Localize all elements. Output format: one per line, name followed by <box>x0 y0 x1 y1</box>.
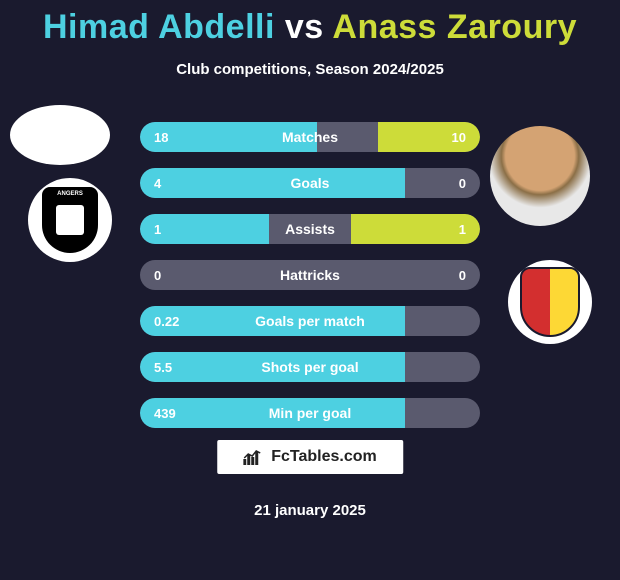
comparison-title: Himad Abdelli vs Anass Zaroury <box>0 0 620 47</box>
stat-row: 4Goals0 <box>140 168 480 198</box>
angers-shield-text: ANGERS <box>42 191 98 197</box>
player1-avatar <box>10 105 110 165</box>
stat-label: Goals <box>220 175 400 191</box>
player2-name: Anass Zaroury <box>332 8 577 46</box>
stat-value-right: 1 <box>400 222 480 237</box>
stat-value-right: 10 <box>400 130 480 145</box>
player1-club-badge: ANGERS <box>28 178 112 262</box>
stat-label: Goals per match <box>220 313 400 329</box>
stat-value-left: 439 <box>140 406 220 421</box>
stat-label: Min per goal <box>220 405 400 421</box>
stat-row: 0.22Goals per match <box>140 306 480 336</box>
stat-row: 0Hattricks0 <box>140 260 480 290</box>
stat-bars-container: 18Matches104Goals01Assists10Hattricks00.… <box>140 122 480 444</box>
player2-avatar <box>490 126 590 226</box>
stat-label: Shots per goal <box>220 359 400 375</box>
angers-shield-icon: ANGERS <box>42 187 98 253</box>
stat-value-right: 0 <box>400 176 480 191</box>
stat-value-left: 1 <box>140 222 220 237</box>
site-name: FcTables.com <box>271 448 377 466</box>
stat-label: Matches <box>220 129 400 145</box>
site-badge: FcTables.com <box>217 440 403 474</box>
stat-row: 1Assists1 <box>140 214 480 244</box>
stat-label: Hattricks <box>220 267 400 283</box>
stat-value-left: 0 <box>140 268 220 283</box>
subtitle: Club competitions, Season 2024/2025 <box>0 61 620 78</box>
player1-name: Himad Abdelli <box>43 8 275 46</box>
stat-row: 18Matches10 <box>140 122 480 152</box>
stat-value-right: 0 <box>400 268 480 283</box>
stat-value-left: 4 <box>140 176 220 191</box>
stat-value-left: 0.22 <box>140 314 220 329</box>
stat-row: 5.5Shots per goal <box>140 352 480 382</box>
stat-value-left: 5.5 <box>140 360 220 375</box>
lens-shield-icon <box>520 267 580 337</box>
fctables-logo-icon <box>243 449 263 465</box>
stat-label: Assists <box>220 221 400 237</box>
stat-value-left: 18 <box>140 130 220 145</box>
stat-row: 439Min per goal <box>140 398 480 428</box>
vs-text: vs <box>285 8 324 46</box>
date-text: 21 january 2025 <box>0 502 620 519</box>
player2-club-badge <box>508 260 592 344</box>
